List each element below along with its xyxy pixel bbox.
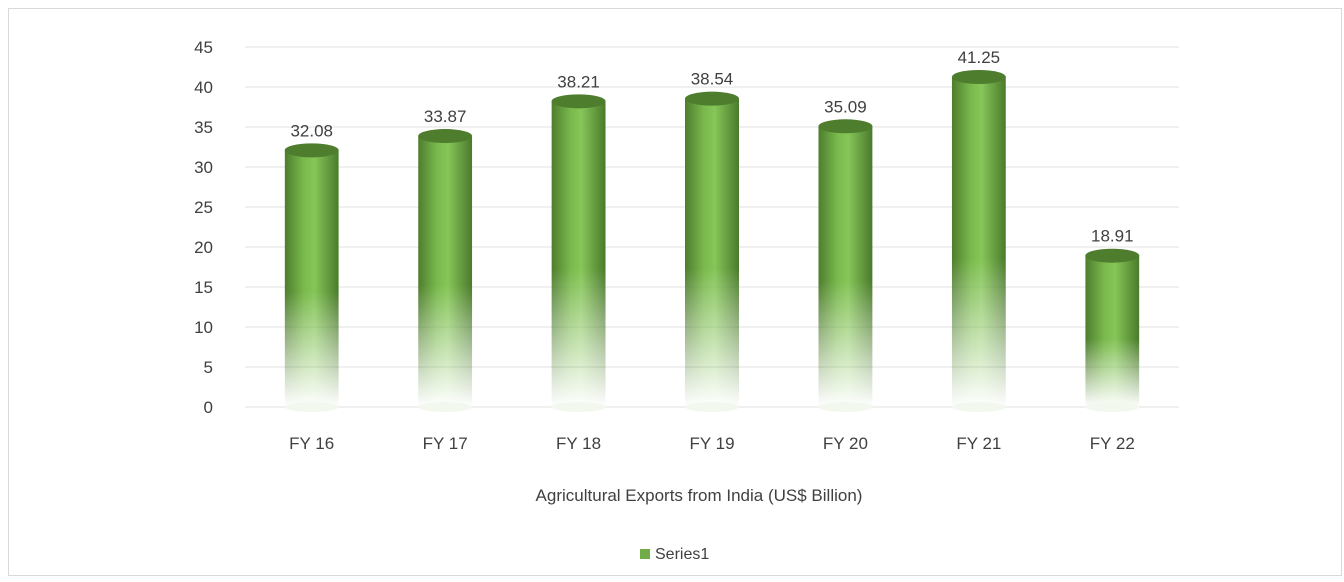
bar-cap xyxy=(418,129,473,144)
x-tick-label: FY 16 xyxy=(289,434,334,453)
y-tick-label: 5 xyxy=(204,358,213,377)
x-axis-title: Agricultural Exports from India (US$ Bil… xyxy=(536,486,863,505)
legend-label-series1: Series1 xyxy=(655,546,709,563)
data-label: 33.87 xyxy=(424,107,467,126)
data-label: 38.21 xyxy=(557,72,600,91)
bar-fy-22 xyxy=(1085,248,1140,412)
y-tick-label: 40 xyxy=(194,78,213,97)
data-label: 41.25 xyxy=(958,48,1001,67)
bar-fy-16 xyxy=(284,143,339,412)
bar-body xyxy=(1085,255,1140,407)
bar-fy-21 xyxy=(951,70,1006,412)
y-tick-label: 25 xyxy=(194,198,213,217)
bar-base xyxy=(551,402,606,412)
bar-body xyxy=(685,98,739,408)
bar-base xyxy=(1085,402,1140,412)
y-tick-label: 10 xyxy=(194,318,213,337)
y-tick-label: 20 xyxy=(194,238,213,257)
chart-frame: 0 5 10 15 20 25 30 35 40 45 32.08 33.87 38.21 38.54 3… xyxy=(8,8,1342,576)
bar-cap xyxy=(284,143,339,158)
x-tick-label: FY 22 xyxy=(1090,434,1135,453)
bar-cap xyxy=(818,119,873,134)
y-tick-label: 45 xyxy=(194,38,213,57)
data-label: 32.08 xyxy=(290,121,333,140)
y-tick-label: 0 xyxy=(204,398,213,417)
x-tick-label: FY 21 xyxy=(956,434,1001,453)
y-tick-label: 15 xyxy=(194,278,213,297)
bar-body xyxy=(818,126,873,407)
bar-fy-19 xyxy=(685,91,739,412)
bar-body xyxy=(418,136,473,407)
bars xyxy=(284,70,1140,412)
bar-base xyxy=(818,402,873,412)
x-tick-label: FY 17 xyxy=(423,434,468,453)
legend-swatch-series1 xyxy=(640,549,650,559)
y-axis-tick-labels: 0 5 10 15 20 25 30 35 40 45 xyxy=(194,38,213,417)
data-label: 18.91 xyxy=(1091,227,1134,246)
bar-cap xyxy=(1085,248,1140,263)
bar-fy-18 xyxy=(551,94,606,412)
data-labels: 32.08 33.87 38.21 38.54 35.09 41.25 18.91 xyxy=(290,48,1133,246)
y-tick-label: 30 xyxy=(194,158,213,177)
data-label: 38.54 xyxy=(691,70,734,89)
bar-cap xyxy=(951,70,1006,84)
bar-fy-20 xyxy=(818,119,873,412)
bar-fy-17 xyxy=(418,129,473,412)
x-tick-label: FY 18 xyxy=(556,434,601,453)
bar-body xyxy=(951,77,1006,407)
bar-cap xyxy=(685,91,739,106)
x-tick-label: FY 20 xyxy=(823,434,868,453)
data-label: 35.09 xyxy=(824,97,867,116)
x-tick-label: FY 19 xyxy=(689,434,734,453)
bar-base xyxy=(951,402,1006,412)
y-tick-label: 35 xyxy=(194,118,213,137)
bar-body xyxy=(284,150,339,408)
legend: Series1 xyxy=(640,546,709,563)
bar-base xyxy=(418,402,473,412)
bar-cap xyxy=(551,94,606,109)
bar-base xyxy=(685,402,739,412)
bar-body xyxy=(551,101,606,407)
bar-base xyxy=(284,402,339,412)
x-axis-tick-labels: FY 16 FY 17 FY 18 FY 19 FY 20 FY 21 FY 22 xyxy=(289,434,1135,453)
